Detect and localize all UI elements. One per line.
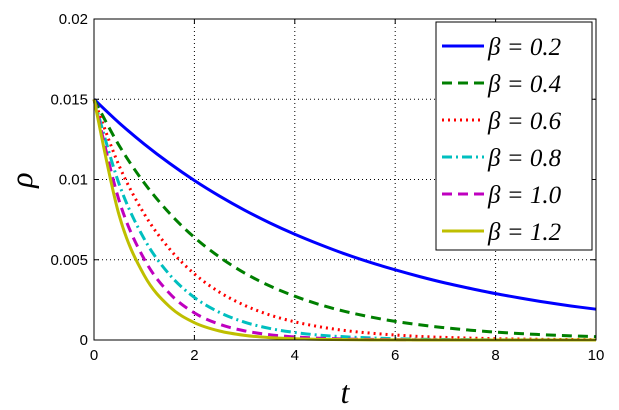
y-tick-label: 0.02	[59, 11, 88, 28]
legend-label-5: β = 1.2	[487, 219, 561, 246]
y-tick-label: 0	[80, 332, 88, 349]
x-tick-label: 10	[588, 347, 605, 364]
y-tick-label: 0.01	[59, 172, 88, 189]
x-tick-label: 4	[291, 347, 299, 364]
legend-label-1: β = 0.4	[487, 71, 561, 98]
legend-label-3: β = 0.8	[487, 145, 562, 172]
x-tick-label: 2	[190, 347, 198, 364]
legend-label-4: β = 1.0	[487, 182, 562, 209]
legend-label-2: β = 0.6	[487, 108, 562, 135]
y-axis-label: ρ	[3, 172, 39, 188]
legend: β = 0.2 β = 0.4 β = 0.6 β = 0.8 β = 1.0 β = 1…	[435, 21, 593, 251]
axis-ticks: 0 2 4 6 8 10 0 0.005 0.01 0.015 0.02	[50, 11, 604, 364]
series-line-1	[92, 98, 597, 339]
series-line-3	[92, 98, 597, 342]
legend-label-0: β = 0.2	[487, 34, 561, 61]
x-tick-label: 6	[391, 347, 399, 364]
series-line-0	[92, 98, 597, 311]
legend-box	[435, 21, 593, 251]
x-tick-label: 8	[491, 347, 499, 364]
x-tick-label: 0	[90, 347, 98, 364]
y-tick-label: 0.005	[50, 252, 88, 269]
x-axis-label: t	[341, 374, 351, 410]
y-tick-label: 0.015	[50, 91, 88, 108]
